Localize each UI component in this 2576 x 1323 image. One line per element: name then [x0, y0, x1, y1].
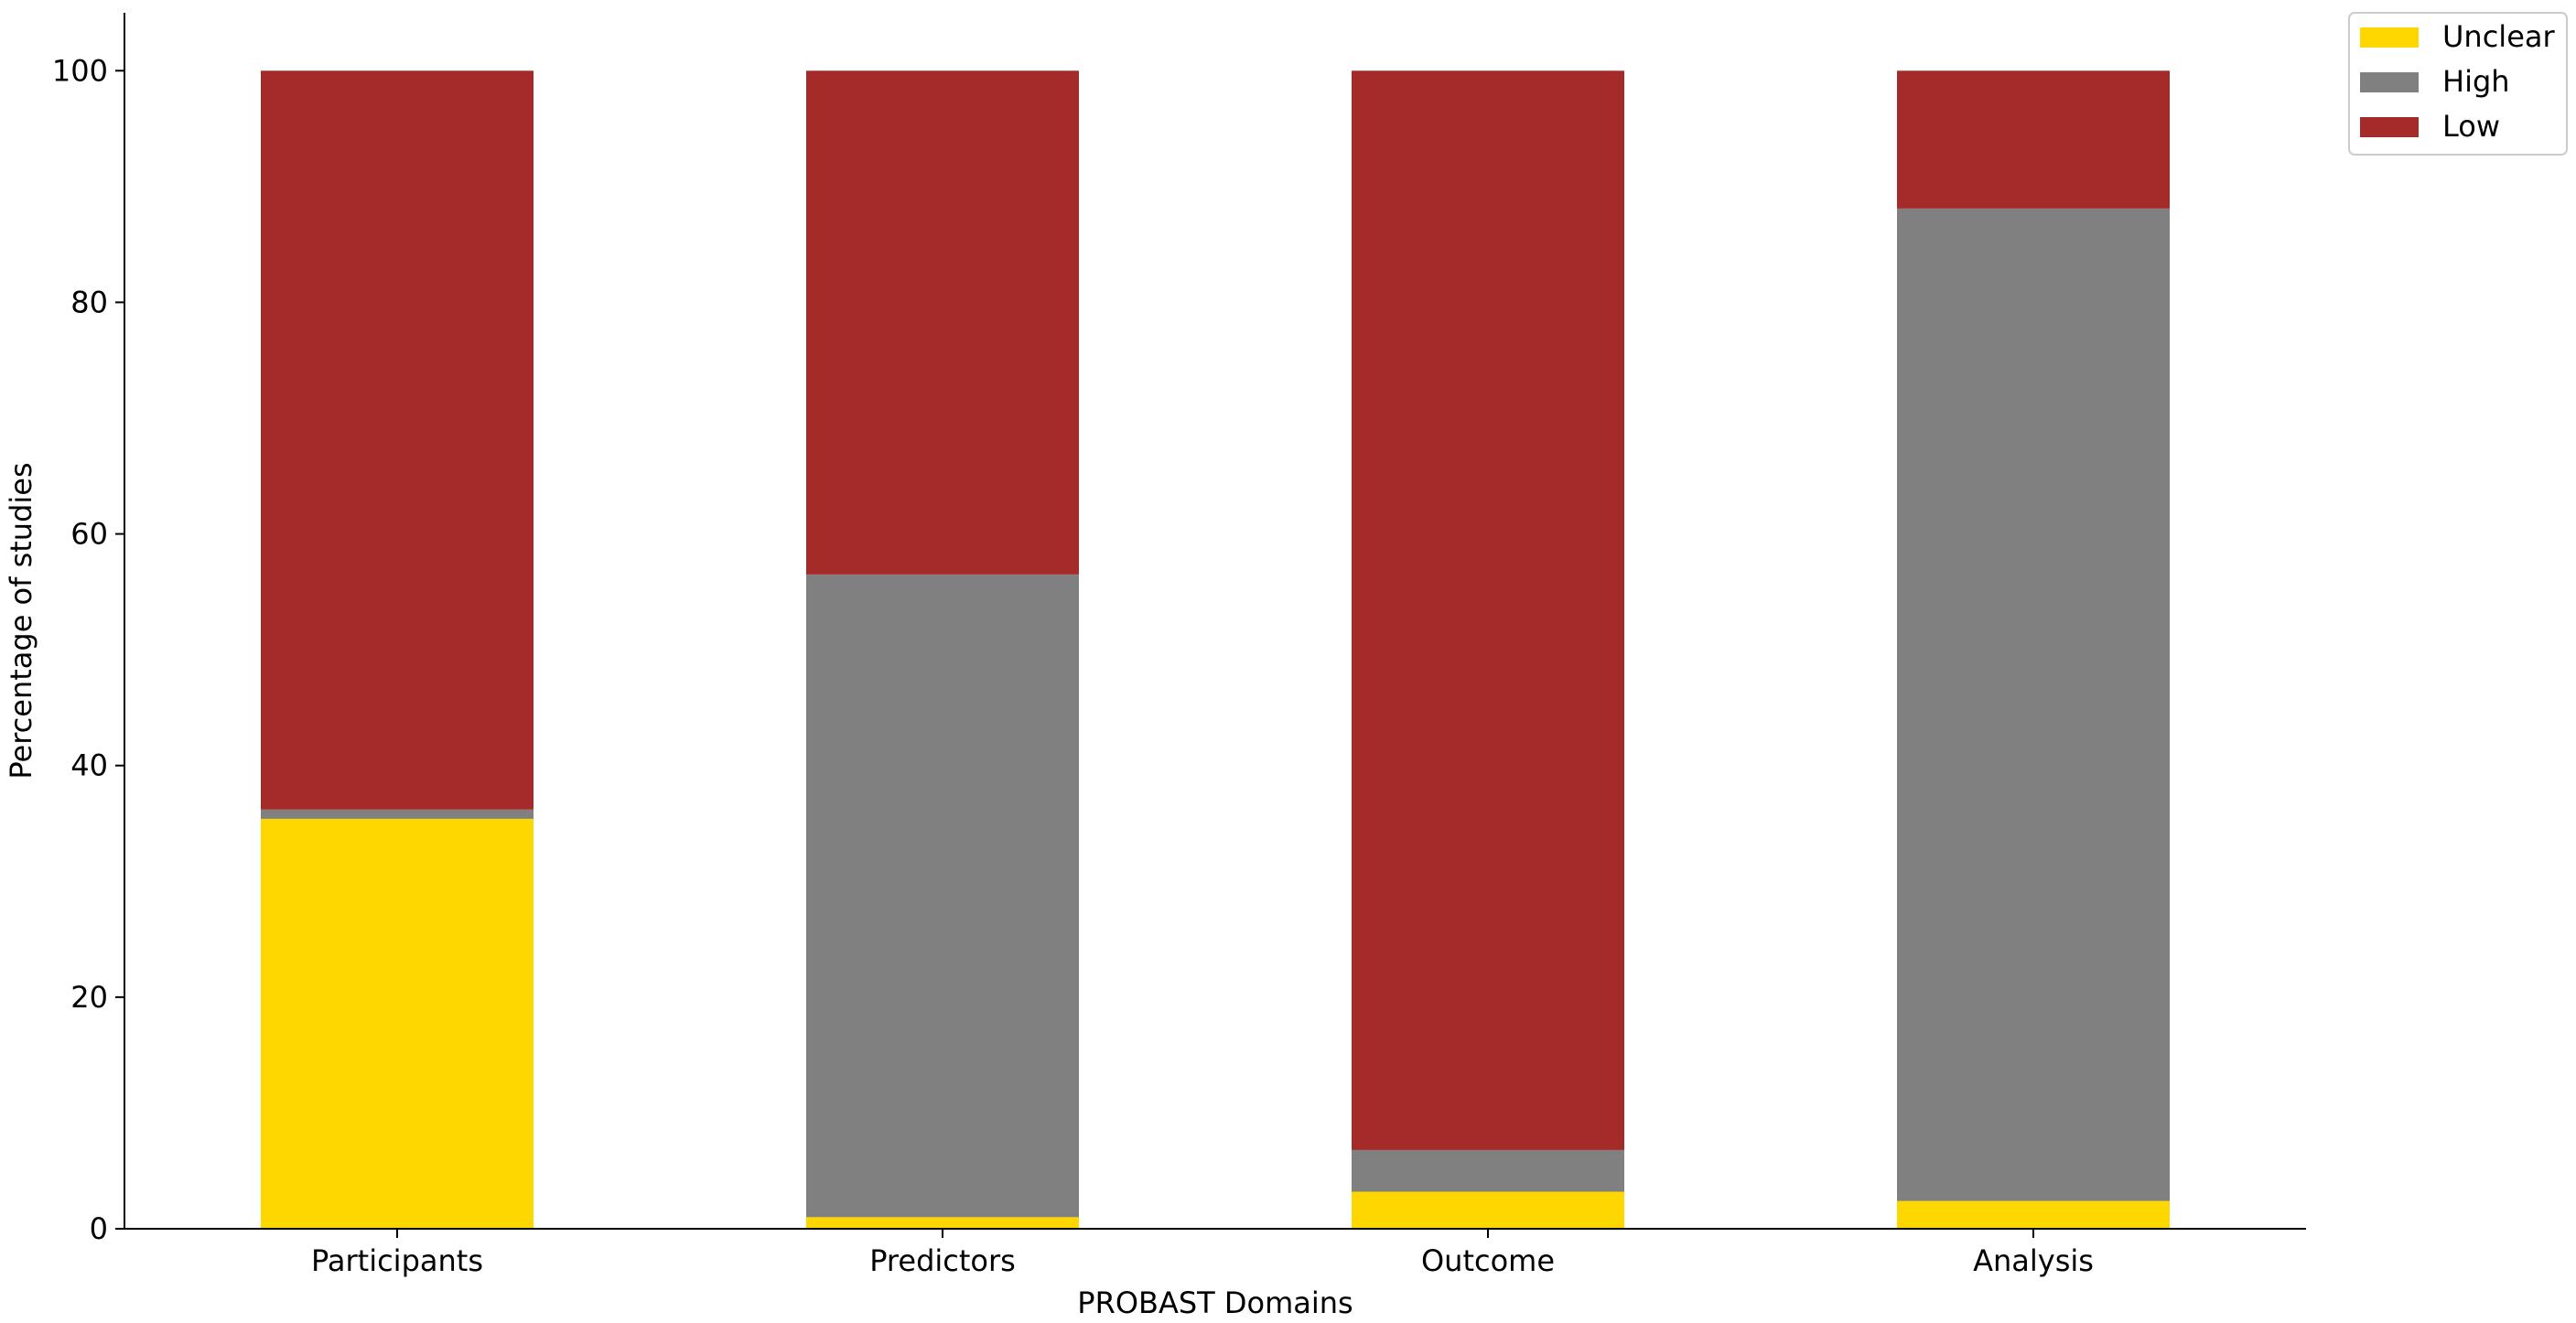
legend-swatch-unclear [2360, 27, 2419, 48]
y-tick-label: 40 [70, 748, 108, 783]
x-tick-label-predictors: Predictors [869, 1243, 1016, 1278]
bar-outcome-low [1352, 70, 1624, 1150]
bar-analysis-low [1897, 70, 2170, 209]
legend-swatch-low [2360, 117, 2419, 137]
bar-participants-low [261, 70, 534, 810]
x-tick-label-analysis: Analysis [1973, 1243, 2094, 1278]
legend-label-unclear: Unclear [2442, 19, 2555, 54]
y-tick-label: 60 [70, 517, 108, 552]
bar-analysis-unclear [1897, 1200, 2170, 1229]
bar-predictors-unclear [806, 1217, 1079, 1229]
bar-outcome-unclear [1352, 1191, 1624, 1229]
y-tick-label: 20 [70, 980, 108, 1015]
bar-participants-unclear [261, 818, 534, 1229]
y-tick-label: 0 [90, 1211, 108, 1246]
bar-outcome-high [1352, 1149, 1624, 1192]
bar-analysis-high [1897, 208, 2170, 1201]
x-tick-label-participants: Participants [311, 1243, 483, 1278]
legend-label-high: High [2442, 64, 2510, 99]
y-axis-label: Percentage of studies [4, 462, 38, 779]
bars-group [261, 70, 2170, 1229]
x-tick-label-outcome: Outcome [1421, 1243, 1555, 1278]
bar-predictors-high [806, 574, 1079, 1218]
bar-participants-high [261, 809, 534, 819]
legend-label-low: Low [2442, 109, 2500, 144]
ticks-group: 0 20 40 60 80 100 Participants Predictors Outcom… [52, 53, 2094, 1278]
legend: Unclear High Low [2348, 12, 2568, 156]
bar-predictors-low [806, 70, 1079, 575]
legend-swatch-high [2360, 72, 2419, 92]
axes-group [124, 13, 2306, 1230]
y-tick-label: 100 [52, 53, 108, 88]
x-axis-label: PROBAST Domains [1077, 1285, 1353, 1320]
y-tick-label: 80 [70, 285, 108, 319]
